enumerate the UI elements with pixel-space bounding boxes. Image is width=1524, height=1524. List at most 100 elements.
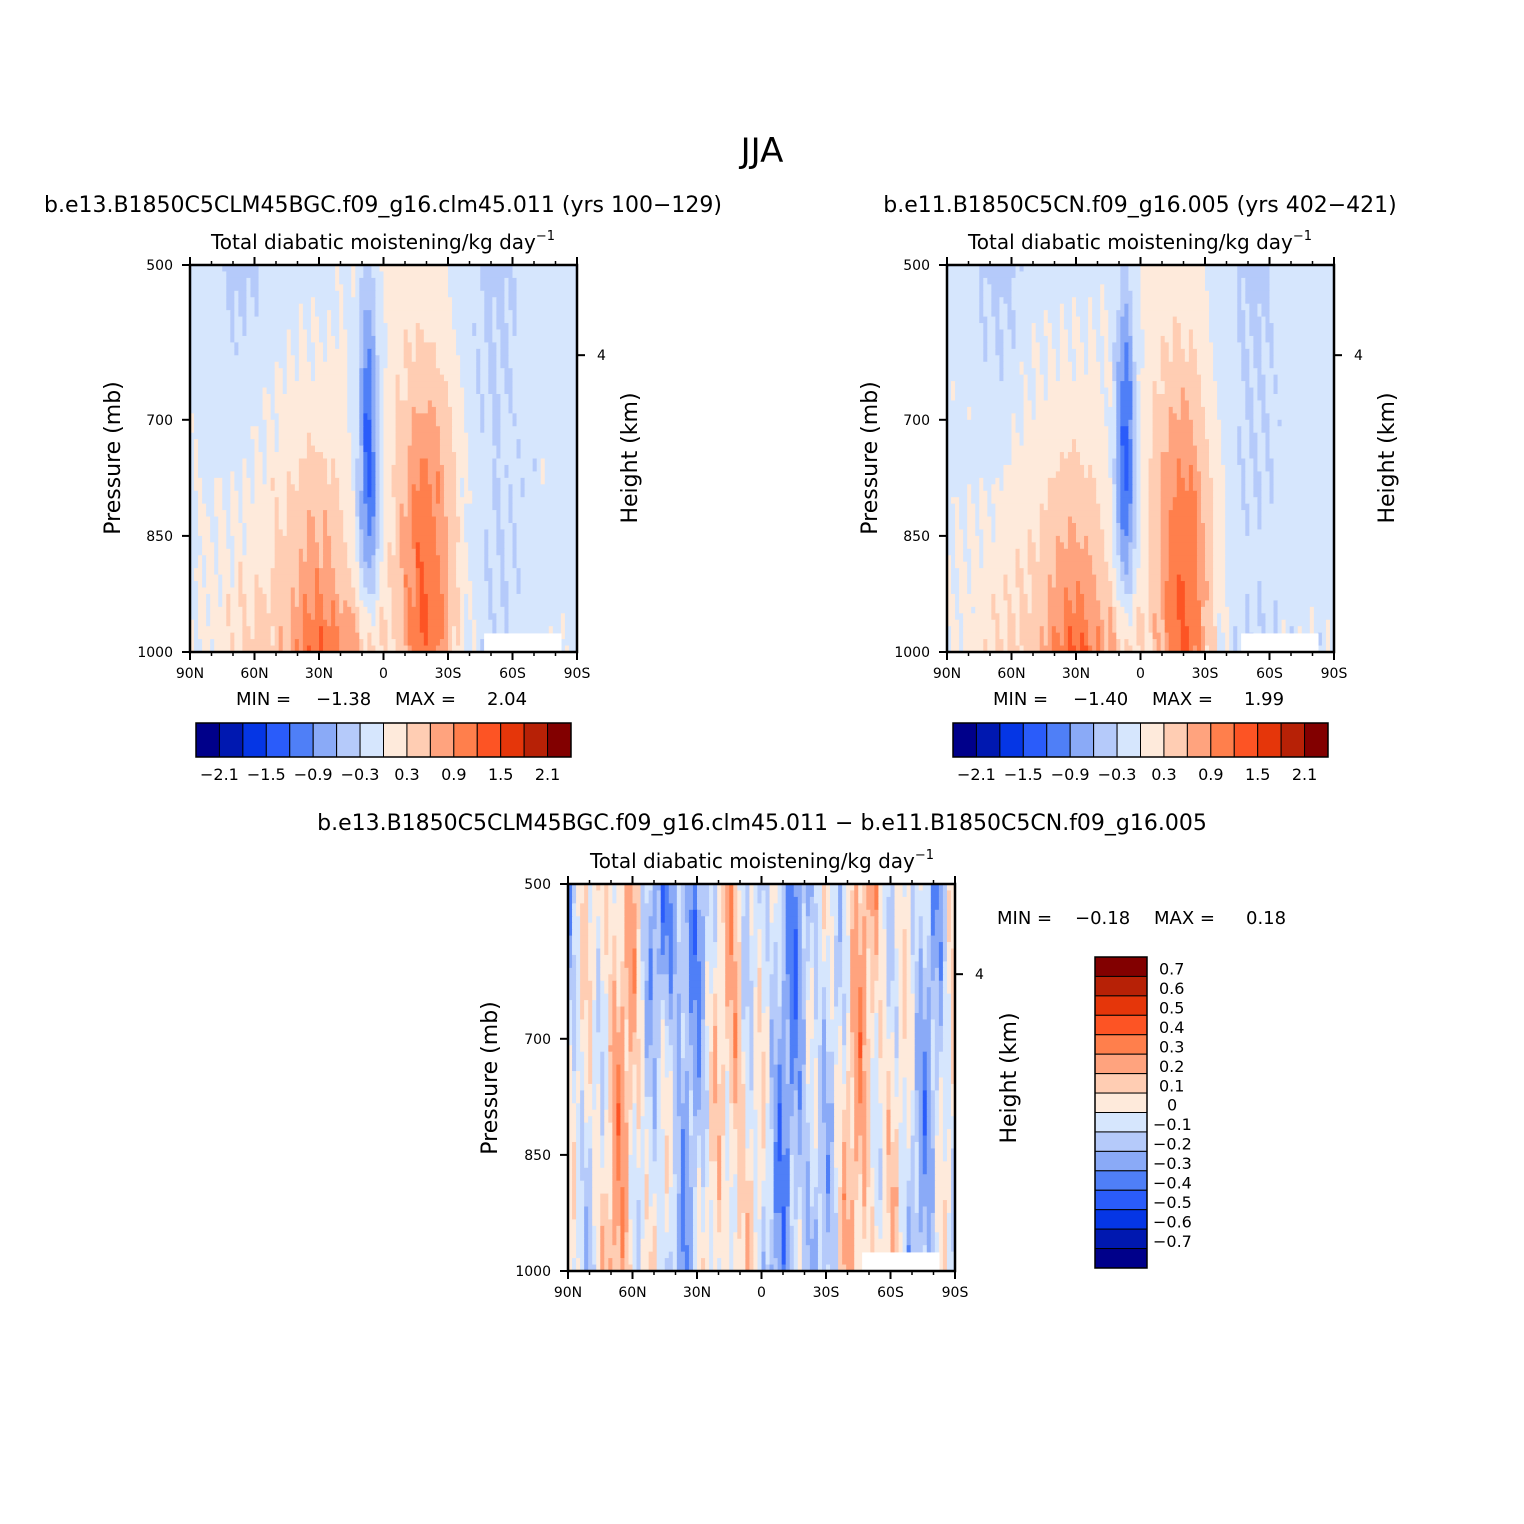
contour-cell (242, 574, 256, 582)
contour-cell (335, 581, 352, 589)
contour-cell (1261, 587, 1334, 595)
contour-cell (688, 929, 694, 937)
contour-cell (456, 548, 469, 556)
contour-cell (238, 510, 244, 518)
contour-cell (286, 503, 340, 511)
contour-cell (983, 484, 992, 492)
contour-cell (660, 922, 674, 930)
contour-cell (266, 606, 272, 614)
contour-cell (363, 645, 368, 652)
contour-cell (387, 561, 401, 569)
contour-cell (1039, 503, 1045, 511)
contour-cell (198, 626, 243, 634)
contour-cell (947, 561, 952, 569)
contour-cell (1055, 374, 1061, 382)
contour-cell (947, 406, 968, 414)
contour-cell (1144, 355, 1162, 363)
contour-cell (604, 935, 609, 943)
contour-cell (1176, 606, 1186, 614)
colorbar-swatch (1257, 722, 1282, 758)
contour-cell (238, 593, 248, 601)
contour-cell (456, 555, 469, 563)
contour-cell (1116, 368, 1125, 376)
contour-cell (504, 303, 510, 311)
contour-cell (947, 632, 952, 640)
contour-cell (1112, 535, 1117, 543)
contour-cell (524, 477, 542, 485)
contour-cell (407, 464, 421, 472)
contour-cell (1289, 626, 1295, 634)
x-tick-label: 0 (1136, 666, 1145, 682)
contour-cell (975, 503, 980, 511)
contour-cell (1156, 626, 1166, 634)
contour-cell (1055, 542, 1065, 550)
contour-cell (781, 967, 787, 975)
contour-cell (1120, 471, 1125, 479)
contour-cell (1325, 645, 1331, 652)
contour-cell (508, 626, 550, 634)
contour-cell (190, 626, 195, 634)
contour-cell (379, 368, 385, 376)
contour-cell (387, 555, 401, 563)
contour-cell (947, 355, 984, 363)
contour-cell (423, 632, 429, 640)
contour-cell (206, 574, 219, 582)
panel-model-b: b.e11.B1850C5CN.f09_g16.005 (yrs 402−421… (858, 193, 1400, 784)
contour-cell (1140, 432, 1154, 440)
contour-cell (866, 987, 871, 995)
contour-cell (1249, 310, 1258, 318)
contour-cell (423, 574, 441, 582)
contour-cell (1253, 477, 1263, 485)
contour-cell (1092, 464, 1109, 472)
contour-cell (769, 884, 779, 892)
contour-cell (934, 967, 940, 975)
contour-cell (1116, 497, 1121, 505)
contour-cell (826, 922, 835, 930)
contour-cell (1164, 619, 1182, 627)
contour-cell (190, 619, 195, 627)
contour-cell (407, 394, 449, 402)
contour-cell (624, 922, 638, 930)
contour-cell (351, 271, 356, 279)
contour-cell (411, 542, 417, 550)
contour-cell (1112, 503, 1117, 511)
contour-cell (894, 896, 912, 904)
contour-cell (644, 896, 650, 904)
contour-cell (858, 903, 867, 911)
contour-cell (387, 361, 405, 369)
contour-cell (323, 516, 328, 524)
contour-cell (846, 929, 851, 937)
contour-cell (1269, 413, 1334, 421)
contour-cell (302, 619, 328, 627)
colorbar-label: 0.9 (441, 765, 466, 784)
contour-cell (1132, 503, 1138, 511)
contour-cell (1325, 639, 1331, 647)
contour-cell (813, 948, 819, 956)
contour-cell (1047, 355, 1057, 363)
contour-cell (1184, 600, 1202, 608)
contour-cell (1217, 387, 1246, 395)
contour-cell (375, 613, 381, 621)
contour-cell (793, 942, 799, 950)
contour-cell (713, 987, 726, 995)
contour-cell (568, 948, 573, 956)
contour-cell (298, 645, 304, 652)
contour-cell (608, 890, 613, 898)
contour-cell (692, 922, 698, 930)
contour-cell (1132, 374, 1138, 382)
contour-cell (1136, 432, 1142, 440)
contour-cell (524, 490, 577, 498)
contour-cell (246, 297, 256, 305)
contour-cell (1184, 477, 1190, 485)
contour-cell (379, 426, 385, 434)
contour-cell (604, 890, 609, 898)
contour-cell (460, 516, 465, 524)
contour-cell (850, 903, 855, 911)
contour-cell (1112, 368, 1117, 376)
contour-cell (1007, 613, 1017, 621)
contour-cell (874, 935, 880, 943)
contour-cell (1245, 613, 1250, 621)
contour-cell (733, 909, 738, 917)
contour-cell (616, 980, 622, 988)
contour-cell (1148, 587, 1162, 595)
